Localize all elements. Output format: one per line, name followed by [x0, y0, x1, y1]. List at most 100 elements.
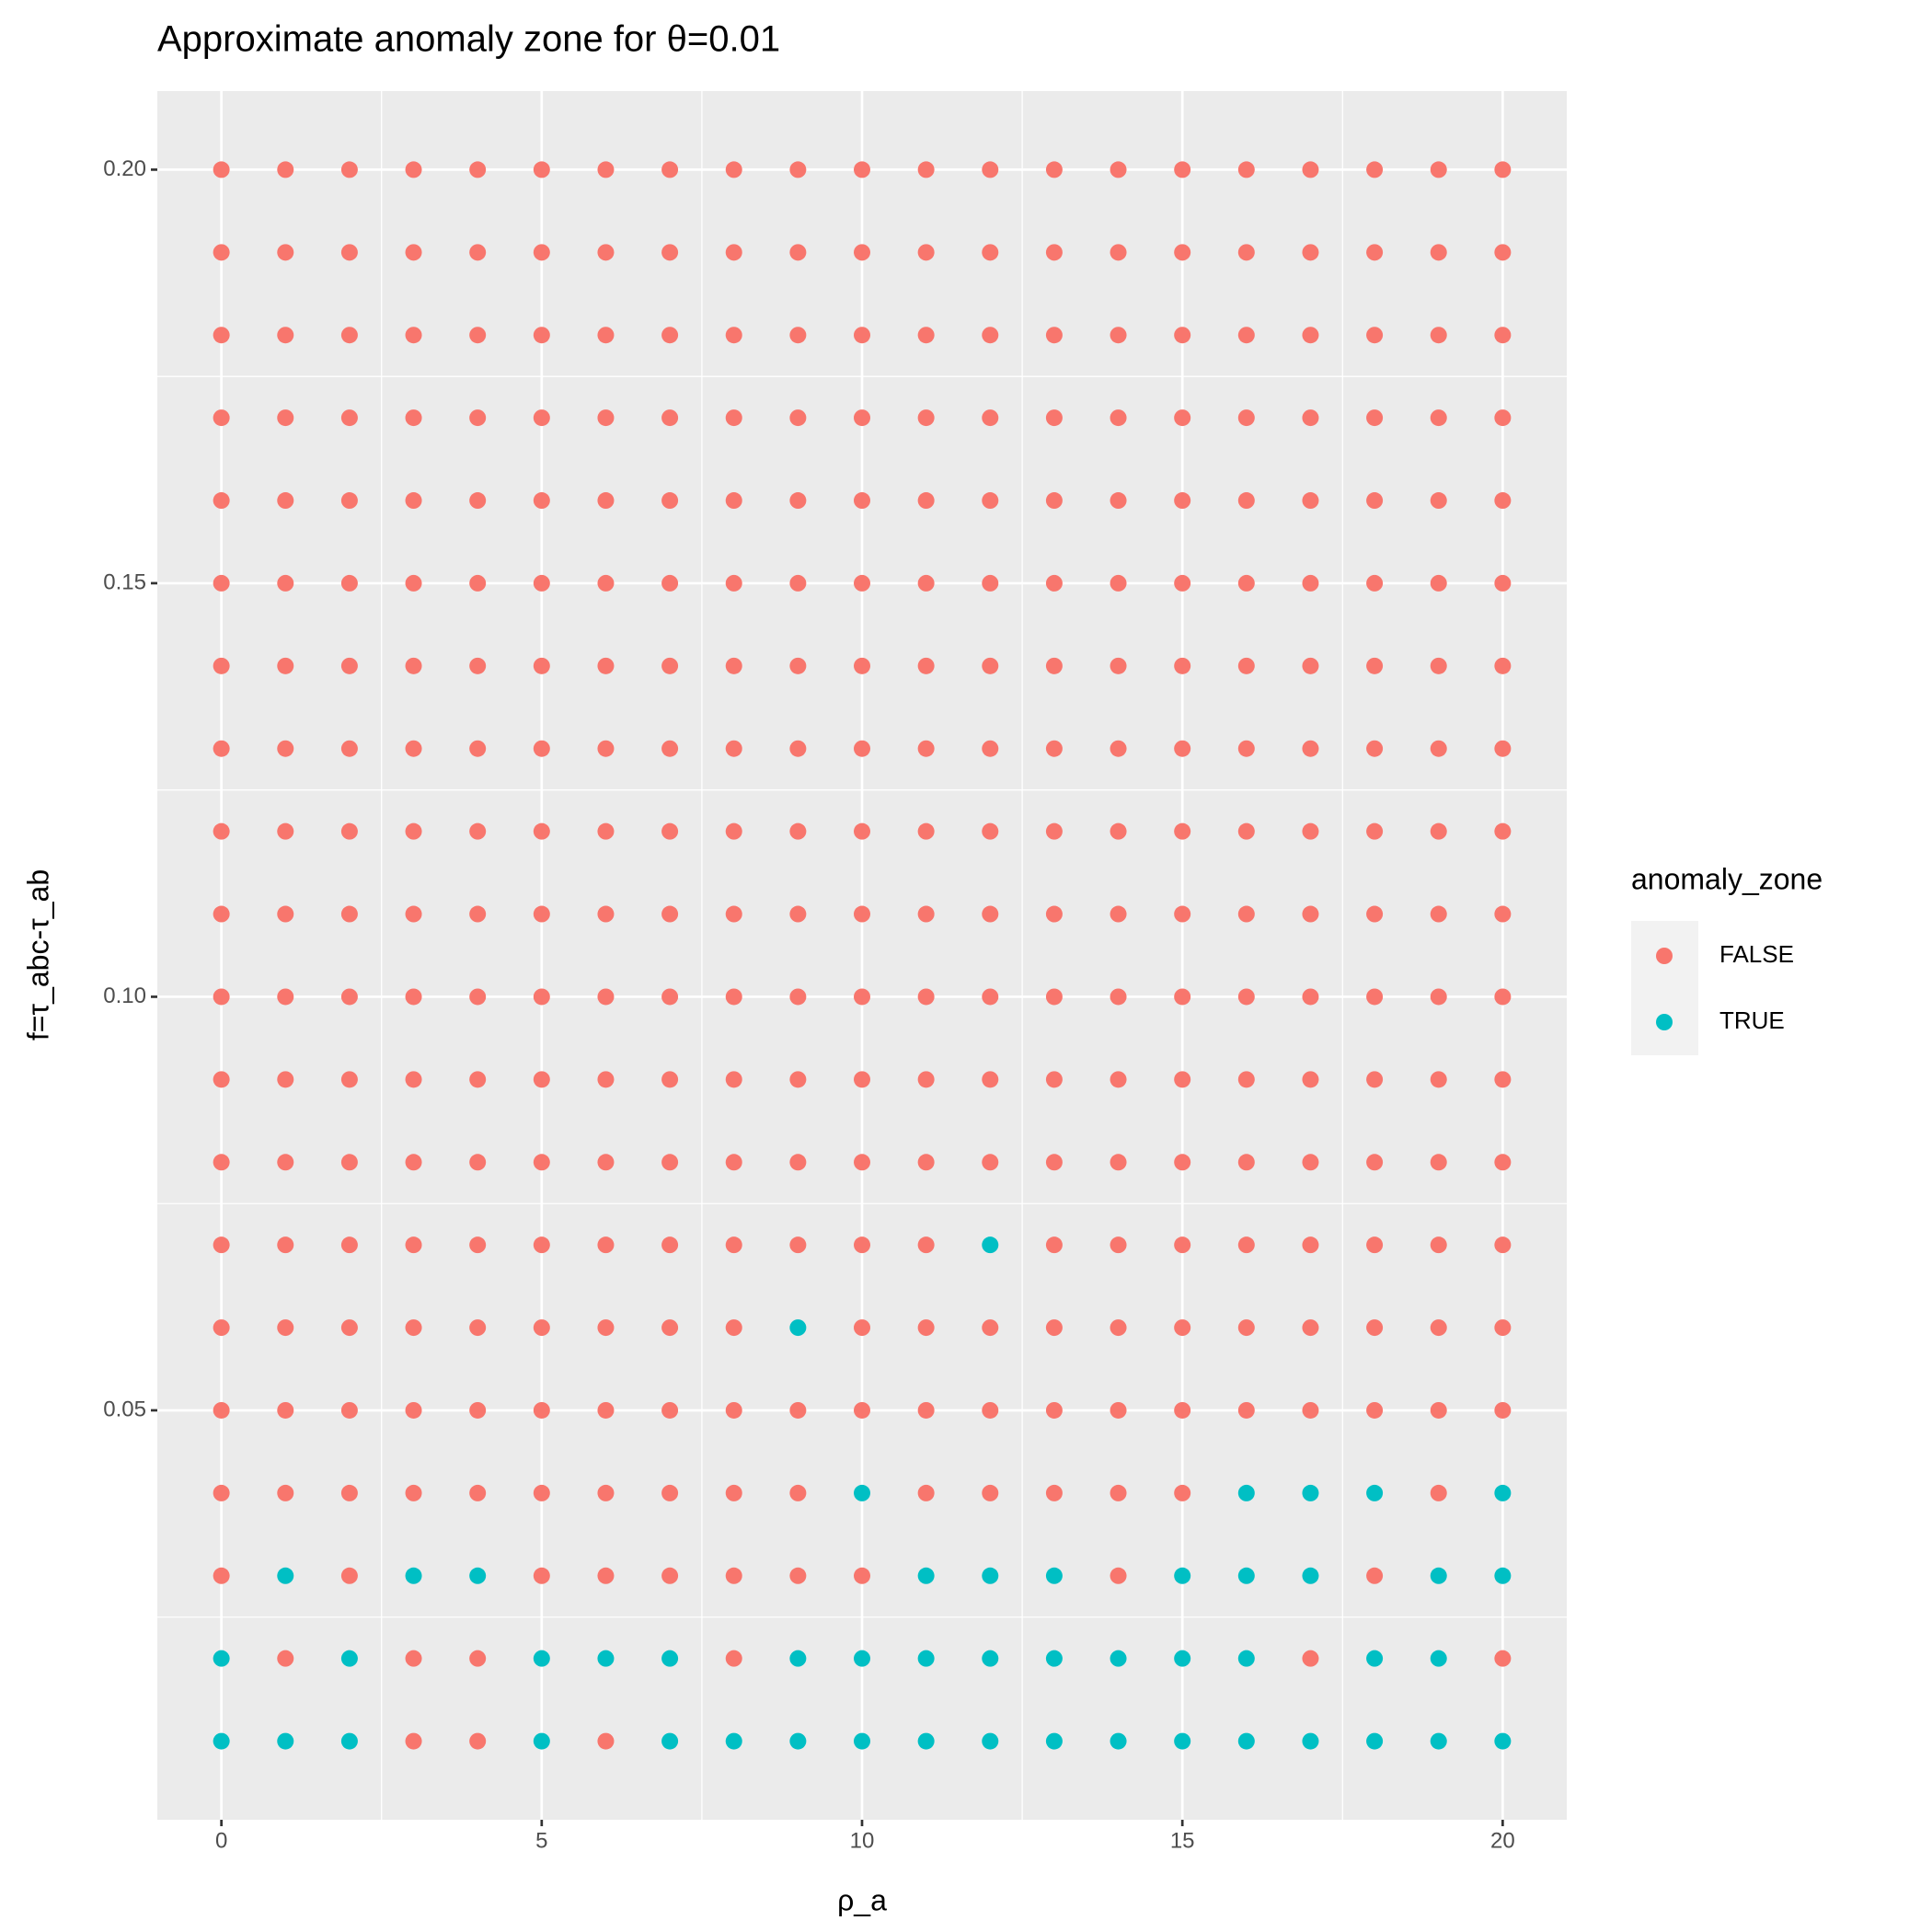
x-tick-label: 0 [215, 1828, 227, 1853]
point [1045, 1732, 1063, 1750]
point [340, 1401, 358, 1419]
point [1045, 1650, 1063, 1667]
point [661, 1484, 679, 1501]
point [213, 1401, 230, 1419]
point [854, 740, 870, 757]
point [917, 244, 935, 261]
point [597, 244, 615, 261]
point [533, 574, 550, 592]
point [213, 1484, 230, 1501]
point [854, 1071, 870, 1088]
point [533, 1567, 550, 1584]
point [405, 409, 422, 427]
point [405, 822, 422, 840]
point [725, 161, 742, 178]
point [1045, 1236, 1063, 1254]
point [277, 822, 294, 840]
point [854, 1401, 870, 1419]
point [1302, 574, 1319, 592]
point [1045, 1401, 1063, 1419]
point [533, 740, 550, 757]
point [405, 988, 422, 1006]
point [533, 1484, 550, 1501]
point [661, 492, 679, 510]
point [1494, 1154, 1512, 1171]
point [854, 409, 870, 427]
point [533, 492, 550, 510]
point [661, 1401, 679, 1419]
point [1237, 1732, 1255, 1750]
point [1366, 492, 1384, 510]
point [725, 1319, 742, 1337]
point [1045, 988, 1063, 1006]
point [1110, 740, 1127, 757]
point [661, 1732, 679, 1750]
point [597, 161, 615, 178]
point [533, 1071, 550, 1088]
point [597, 409, 615, 427]
legend-key-background [1631, 921, 1698, 1055]
point [1494, 1236, 1512, 1254]
point [1366, 1650, 1384, 1667]
point [917, 1154, 935, 1171]
point [1110, 1650, 1127, 1667]
point [854, 1319, 870, 1337]
point [661, 1071, 679, 1088]
point [661, 574, 679, 592]
point [982, 988, 999, 1006]
point [340, 1567, 358, 1584]
point [597, 492, 615, 510]
point [854, 492, 870, 510]
point [917, 1650, 935, 1667]
point [597, 1650, 615, 1667]
point [1430, 1319, 1447, 1337]
point [661, 244, 679, 261]
point [340, 327, 358, 344]
point [661, 740, 679, 757]
point [789, 1071, 807, 1088]
point [1494, 740, 1512, 757]
point [661, 1154, 679, 1171]
point [405, 1650, 422, 1667]
point [533, 988, 550, 1006]
point [725, 988, 742, 1006]
point [1237, 905, 1255, 923]
point [597, 1071, 615, 1088]
point [1366, 574, 1384, 592]
point [854, 327, 870, 344]
point [1174, 1484, 1191, 1501]
legend-label: TRUE [1719, 1006, 1785, 1034]
point [469, 1319, 487, 1337]
point [533, 409, 550, 427]
point [597, 988, 615, 1006]
point [661, 409, 679, 427]
point [725, 740, 742, 757]
point [597, 1732, 615, 1750]
point [405, 574, 422, 592]
point [1045, 822, 1063, 840]
point [1366, 244, 1384, 261]
x-tick-label: 15 [1170, 1828, 1195, 1853]
point [982, 1650, 999, 1667]
point [1045, 574, 1063, 592]
point [469, 161, 487, 178]
point [340, 1236, 358, 1254]
point [1110, 657, 1127, 674]
point [789, 161, 807, 178]
x-tick-label: 20 [1490, 1828, 1515, 1853]
point [405, 1484, 422, 1501]
point [1366, 1484, 1384, 1501]
point [661, 905, 679, 923]
point [789, 1484, 807, 1501]
point [597, 905, 615, 923]
point [469, 574, 487, 592]
point [1494, 1650, 1512, 1667]
point [661, 1319, 679, 1337]
point [533, 822, 550, 840]
point [1045, 1071, 1063, 1088]
point [1302, 1071, 1319, 1088]
point [405, 244, 422, 261]
point [1494, 1484, 1512, 1501]
point [725, 1732, 742, 1750]
point [982, 574, 999, 592]
